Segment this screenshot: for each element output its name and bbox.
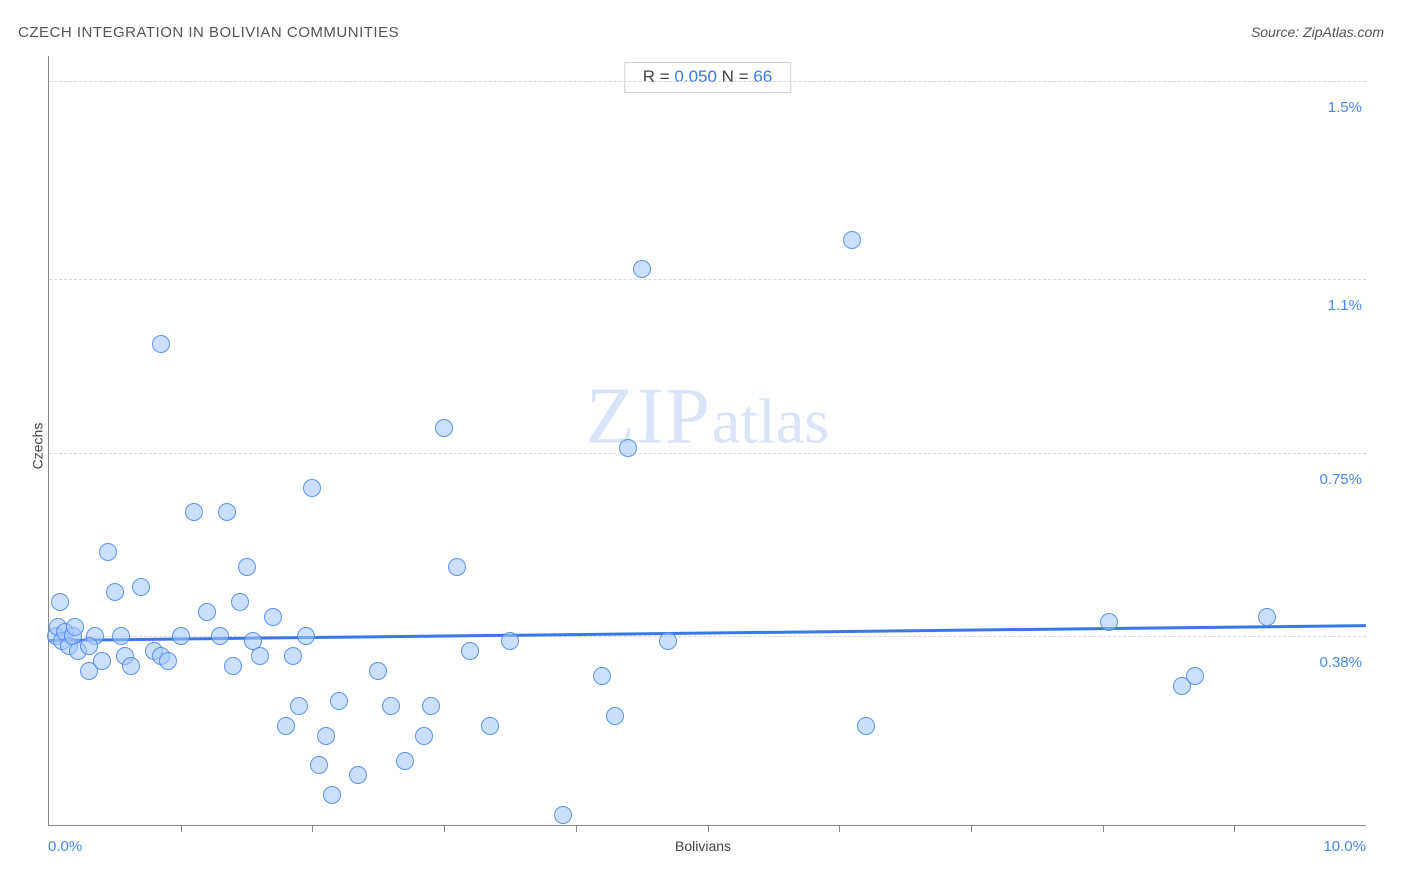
y-tick-label: 1.5% bbox=[1328, 99, 1368, 116]
data-point bbox=[231, 593, 249, 611]
data-point bbox=[501, 632, 519, 650]
data-point bbox=[369, 662, 387, 680]
x-tick bbox=[708, 825, 709, 832]
data-point bbox=[659, 632, 677, 650]
n-label: N = bbox=[717, 67, 753, 86]
data-point bbox=[448, 558, 466, 576]
source-prefix: Source: bbox=[1251, 24, 1303, 40]
watermark-big: ZIP bbox=[586, 373, 712, 461]
source-name: ZipAtlas.com bbox=[1303, 24, 1384, 40]
y-tick-label: 1.1% bbox=[1328, 297, 1368, 314]
y-axis-label: Czechs bbox=[29, 423, 45, 470]
data-point bbox=[66, 618, 84, 636]
data-point bbox=[159, 652, 177, 670]
stats-box: R = 0.050 N = 66 bbox=[624, 62, 792, 93]
data-point bbox=[297, 627, 315, 645]
data-point bbox=[211, 627, 229, 645]
data-point bbox=[106, 583, 124, 601]
x-tick bbox=[312, 825, 313, 832]
x-tick bbox=[839, 825, 840, 832]
r-label: R = bbox=[643, 67, 675, 86]
n-value: 66 bbox=[753, 67, 772, 86]
y-tick-label: 0.75% bbox=[1319, 471, 1368, 488]
data-point bbox=[238, 558, 256, 576]
data-point bbox=[619, 439, 637, 457]
data-point bbox=[290, 697, 308, 715]
data-point bbox=[185, 503, 203, 521]
data-point bbox=[461, 642, 479, 660]
data-point bbox=[330, 692, 348, 710]
data-point bbox=[323, 786, 341, 804]
data-point bbox=[310, 756, 328, 774]
data-point bbox=[80, 637, 98, 655]
gridline bbox=[49, 453, 1366, 454]
data-point bbox=[51, 593, 69, 611]
data-point bbox=[1100, 613, 1118, 631]
data-point bbox=[122, 657, 140, 675]
data-point bbox=[1258, 608, 1276, 626]
data-point bbox=[303, 479, 321, 497]
gridline bbox=[49, 81, 1366, 82]
data-point bbox=[112, 627, 130, 645]
data-point bbox=[152, 335, 170, 353]
data-point bbox=[132, 578, 150, 596]
data-point bbox=[93, 652, 111, 670]
x-tick bbox=[1234, 825, 1235, 832]
data-point bbox=[224, 657, 242, 675]
y-tick-label: 0.38% bbox=[1319, 654, 1368, 671]
data-point bbox=[172, 627, 190, 645]
data-point bbox=[857, 717, 875, 735]
data-point bbox=[633, 260, 651, 278]
x-axis-label: Bolivians bbox=[0, 838, 1406, 854]
data-point bbox=[99, 543, 117, 561]
data-point bbox=[218, 503, 236, 521]
data-point bbox=[317, 727, 335, 745]
x-tick bbox=[181, 825, 182, 832]
chart-title: CZECH INTEGRATION IN BOLIVIAN COMMUNITIE… bbox=[18, 24, 399, 41]
source-attribution: Source: ZipAtlas.com bbox=[1251, 24, 1384, 40]
watermark-small: atlas bbox=[712, 386, 829, 457]
data-point bbox=[198, 603, 216, 621]
data-point bbox=[843, 231, 861, 249]
data-point bbox=[251, 647, 269, 665]
x-tick bbox=[971, 825, 972, 832]
data-point bbox=[554, 806, 572, 824]
data-point bbox=[264, 608, 282, 626]
data-point bbox=[382, 697, 400, 715]
data-point bbox=[606, 707, 624, 725]
data-point bbox=[415, 727, 433, 745]
data-point bbox=[422, 697, 440, 715]
data-point bbox=[349, 766, 367, 784]
gridline bbox=[49, 279, 1366, 280]
data-point bbox=[1186, 667, 1204, 685]
r-value: 0.050 bbox=[674, 67, 717, 86]
data-point bbox=[593, 667, 611, 685]
x-tick bbox=[444, 825, 445, 832]
x-tick bbox=[576, 825, 577, 832]
x-tick bbox=[1103, 825, 1104, 832]
data-point bbox=[277, 717, 295, 735]
data-point bbox=[396, 752, 414, 770]
data-point bbox=[435, 419, 453, 437]
data-point bbox=[284, 647, 302, 665]
data-point bbox=[481, 717, 499, 735]
scatter-plot: ZIPatlas R = 0.050 N = 66 0.38% 0.75% 1.1%… bbox=[48, 56, 1366, 826]
x-axis-max-label: 10.0% bbox=[1323, 838, 1366, 855]
